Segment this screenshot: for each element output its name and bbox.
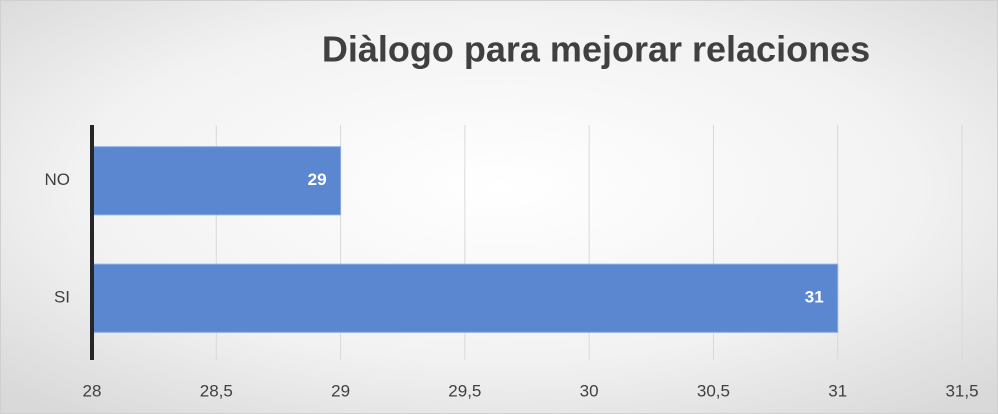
x-tick-label: 29 (331, 381, 350, 400)
bar (91, 146, 342, 216)
y-tick-label: SI (54, 288, 70, 307)
chart-title: Diàlogo para mejorar relaciones (322, 29, 870, 70)
x-tick-label: 31 (828, 381, 847, 400)
x-tick-label: 28 (83, 381, 102, 400)
data-label: 31 (805, 288, 824, 307)
x-tick-label: 30 (580, 381, 599, 400)
data-label: 29 (308, 170, 327, 189)
x-tick-label: 30,5 (697, 381, 730, 400)
y-tick-label: NO (45, 170, 71, 189)
x-tick-label: 29,5 (448, 381, 481, 400)
x-tick-label: 31,5 (945, 381, 978, 400)
bar (91, 263, 839, 333)
x-tick-label: 28,5 (200, 381, 233, 400)
